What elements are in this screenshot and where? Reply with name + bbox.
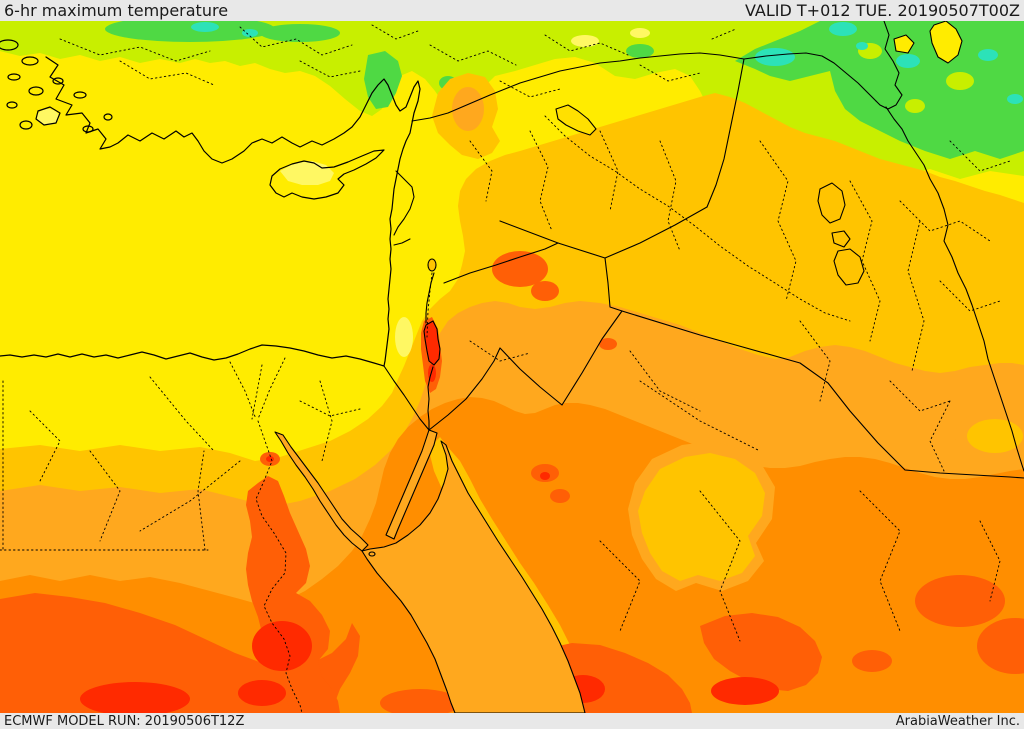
header-bar: 6-hr maximum temperature VALID T+012 TUE… [0,0,1024,21]
turkey-syria-border [411,52,877,122]
water-bodies [274,21,963,713]
cyprus-coast [269,149,385,200]
model-run-label: ECMWF MODEL RUN: 20190506T12Z [4,713,245,729]
turkey-iran-border [875,21,903,110]
gulf-of-suez [274,431,369,552]
jordan-river [426,272,433,338]
temperature-field [0,21,1024,713]
israel-lebanon-border [393,238,411,246]
euphrates-river [544,115,851,322]
coastlines [0,39,421,367]
arava-border [427,366,434,431]
valid-time-label: VALID T+012 TUE. 20190507T00Z [744,1,1020,20]
brand-label: ArabiaWeather Inc. [895,713,1020,729]
iraq-saudi-border [621,310,1024,479]
jordan-valley-border [425,272,435,324]
lake-razzaza [833,248,865,286]
lake-habbaniyah [831,230,851,248]
turkey-levant-egypt-coast [0,56,421,367]
aegean-islands [0,39,113,133]
admin-borders-dotted [0,24,1011,713]
lebanon-syria-border [393,170,415,236]
syria-iraq-border [706,58,745,208]
lake-assad [555,104,597,136]
jordan-iraq-border [499,206,708,259]
footer-bar: ECMWF MODEL RUN: 20190506T12Z ArabiaWeat… [0,713,1024,729]
syria-jordan-border [443,242,559,284]
lake-van [893,34,915,54]
temperature-map-svg [0,21,1024,713]
dead-sea [423,320,441,366]
nile-delta-branch-west [229,361,257,420]
lake-urmia [929,21,963,64]
nile-river [255,420,303,713]
israel-egypt-border [383,365,430,431]
iraq-iran-border [885,106,1024,472]
map-title: 6-hr maximum temperature [4,1,229,20]
lake-galilee [427,258,437,272]
lake-tharthar [817,182,846,224]
jordan-iraq-saudi-tripoint [604,257,623,312]
red-sea [361,440,586,713]
country-borders [383,21,1024,479]
map-canvas [0,21,1024,713]
red-sea-island [368,551,376,557]
gulf-of-aqaba [385,429,438,540]
